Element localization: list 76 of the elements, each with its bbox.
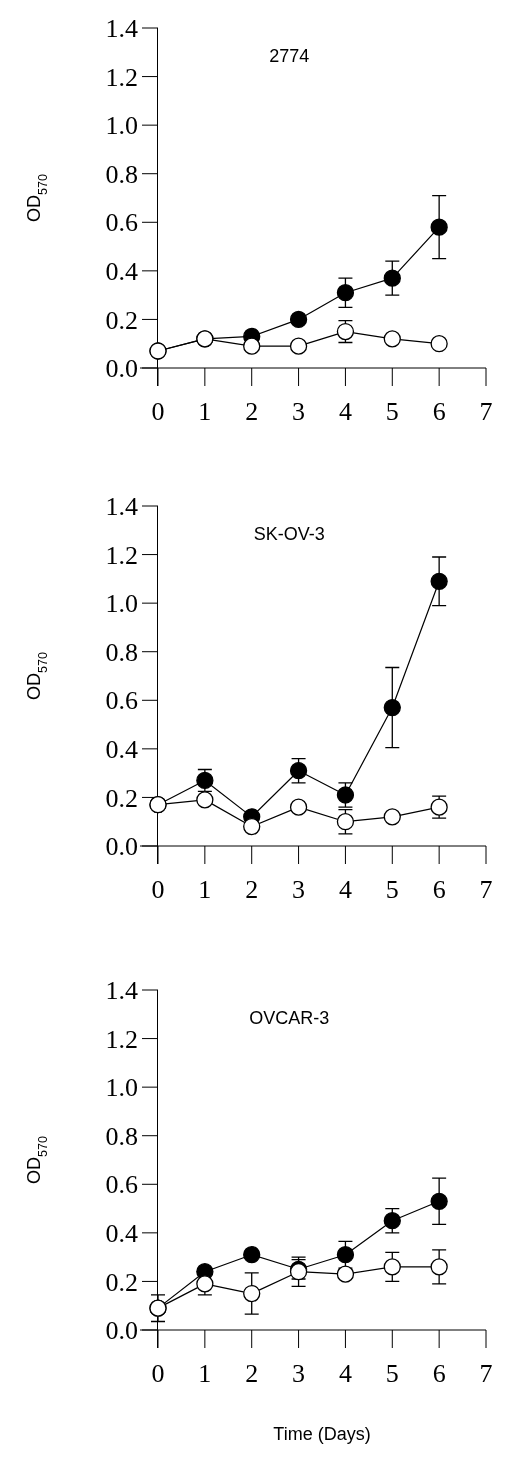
x-tick-label: 5 (385, 1359, 399, 1388)
y-tick-label: 1.0 (105, 111, 138, 141)
y-tick-label: 1.2 (105, 540, 138, 570)
y-tick-label: 0.4 (105, 734, 138, 764)
point (289, 798, 308, 816)
point (289, 337, 308, 355)
y-tick-label: 0.6 (105, 686, 138, 716)
x-tick-label: 5 (385, 875, 399, 904)
y-tick-label: 0.2 (105, 783, 138, 813)
point (430, 1192, 448, 1210)
point (243, 817, 261, 836)
x-tick-label: 7 (479, 875, 493, 904)
x-tick-label: 6 (432, 397, 446, 426)
y-tick-label: 0.4 (105, 1218, 138, 1248)
y-tick-label: 0.8 (105, 1121, 138, 1151)
point (336, 1246, 355, 1264)
x-tick-label: 4 (338, 1359, 352, 1388)
text: SK-OV-3 (253, 524, 325, 544)
x-tick-label: 1 (198, 1359, 212, 1388)
point (243, 337, 261, 355)
y-tick-label: 1.0 (105, 1073, 138, 1103)
x-tick-label: 6 (432, 875, 446, 904)
x-tick-label: 0 (151, 1359, 165, 1388)
y-tick-label: 0.2 (105, 305, 138, 335)
point (336, 1265, 355, 1283)
y-tick-label: 1.4 (105, 492, 138, 522)
point (383, 698, 401, 717)
y-tick-label: 0.6 (105, 1170, 138, 1200)
y-tick-label: 1.4 (105, 976, 138, 1006)
y-tick-label: 0.4 (105, 256, 138, 286)
y-tick-label: 0.0 (105, 1316, 138, 1346)
x-tick-label: 2 (245, 875, 259, 904)
x-tick-label: 7 (479, 397, 493, 426)
y-tick-label: 1.2 (105, 62, 138, 92)
point (289, 310, 308, 329)
point (243, 1284, 261, 1303)
x-tick-label: 3 (292, 397, 306, 426)
point (430, 572, 448, 590)
point (243, 1246, 261, 1264)
x-tick-label: 0 (151, 397, 165, 426)
point (383, 330, 401, 348)
y-tick-label: 1.4 (105, 14, 138, 44)
y-tick-label: 0.8 (105, 637, 138, 667)
y-tick-label: 1.2 (105, 1024, 138, 1054)
x-tick-label: 1 (198, 397, 212, 426)
point (383, 808, 401, 826)
point (430, 218, 448, 236)
point (383, 1212, 401, 1230)
x-axis-title: Time (Days) (273, 1424, 371, 1444)
x-tick-label: 4 (338, 875, 352, 904)
x-tick-label: 1 (198, 875, 212, 904)
point (196, 791, 214, 809)
point (383, 1258, 401, 1276)
x-tick-label: 4 (338, 397, 352, 426)
x-tick-label: 7 (479, 1359, 493, 1388)
y-tick-label: 0.0 (105, 832, 138, 862)
x-tick-label: 5 (385, 397, 399, 426)
x-tick-label: 0 (151, 875, 165, 904)
point (383, 269, 401, 287)
y-tick-label: 1.0 (105, 589, 138, 619)
y-tick-label: 0.2 (105, 1267, 138, 1297)
y-tick-label: 0.6 (105, 208, 138, 238)
point (336, 786, 355, 804)
point (430, 1258, 448, 1276)
x-tick-label: 3 (292, 875, 306, 904)
x-tick-label: 6 (432, 1359, 446, 1388)
y-tick-label: 0.8 (105, 159, 138, 189)
x-tick-label: 2 (245, 397, 259, 426)
text: 2774 (269, 46, 310, 66)
x-tick-label: 3 (292, 1359, 306, 1388)
point (289, 762, 308, 780)
point (336, 284, 355, 302)
x-tick-label: 2 (245, 1359, 259, 1388)
text: OVCAR-3 (249, 1008, 330, 1028)
y-tick-label: 0.0 (105, 354, 138, 384)
point (336, 813, 355, 831)
